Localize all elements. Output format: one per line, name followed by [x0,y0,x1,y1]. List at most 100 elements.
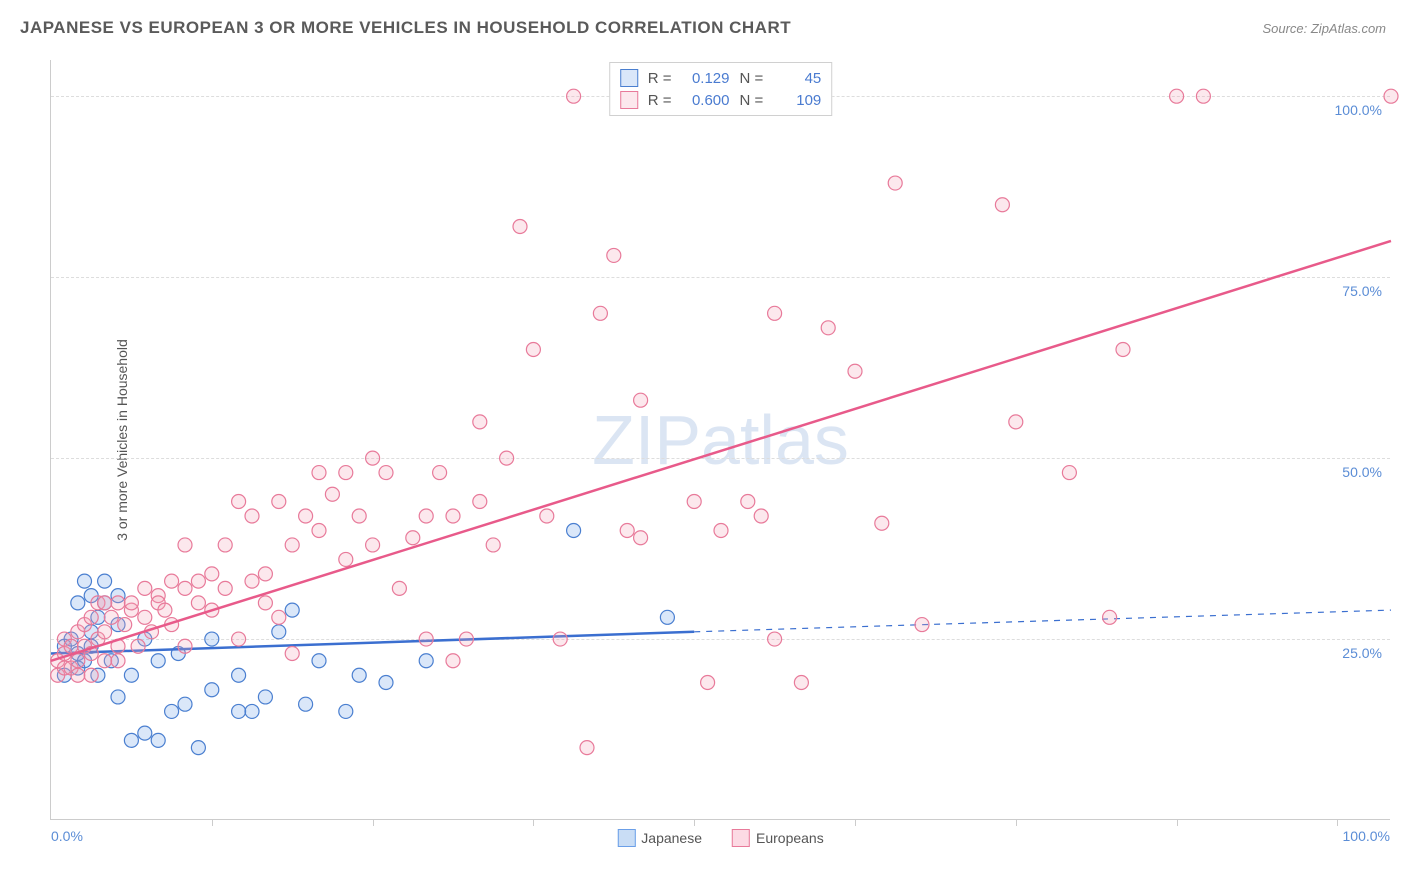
scatter-point-japanese [78,574,92,588]
stat-r-value: 0.600 [678,92,730,109]
scatter-point-japanese [191,741,205,755]
scatter-point-europeans [821,321,835,335]
scatter-point-europeans [258,567,272,581]
scatter-point-japanese [352,668,366,682]
scatter-point-europeans [406,531,420,545]
scatter-point-europeans [620,523,634,537]
scatter-point-japanese [124,668,138,682]
x-tick [1016,819,1017,826]
scatter-point-japanese [285,603,299,617]
scatter-point-europeans [218,581,232,595]
scatter-point-japanese [312,654,326,668]
scatter-point-europeans [111,654,125,668]
x-tick [212,819,213,826]
scatter-point-europeans [634,393,648,407]
scatter-point-europeans [1384,89,1398,103]
scatter-point-europeans [98,596,112,610]
scatter-point-europeans [995,198,1009,212]
scatter-point-europeans [64,639,78,653]
stat-n-label: N = [740,70,764,87]
x-tick [694,819,695,826]
scatter-point-europeans [178,639,192,653]
scatter-point-europeans [768,632,782,646]
scatter-point-europeans [379,466,393,480]
scatter-point-europeans [245,509,259,523]
scatter-point-europeans [312,523,326,537]
scatter-point-europeans [118,618,132,632]
scatter-point-japanese [151,654,165,668]
scatter-point-japanese [567,523,581,537]
scatter-point-europeans [446,509,460,523]
legend-item: Europeans [732,829,824,847]
scatter-point-europeans [339,552,353,566]
scatter-point-europeans [352,509,366,523]
scatter-point-europeans [607,248,621,262]
scatter-point-europeans [98,654,112,668]
scatter-point-europeans [473,415,487,429]
scatter-point-europeans [500,451,514,465]
scatter-point-europeans [1103,610,1117,624]
scatter-point-europeans [258,596,272,610]
scatter-point-europeans [158,603,172,617]
legend-swatch [732,829,750,847]
scatter-point-europeans [687,495,701,509]
x-axis-max-label: 100.0% [1343,828,1390,844]
scatter-point-europeans [701,675,715,689]
scatter-point-europeans [567,89,581,103]
scatter-point-europeans [794,675,808,689]
scatter-point-europeans [245,574,259,588]
scatter-point-europeans [285,647,299,661]
stat-r-value: 0.129 [678,70,730,87]
legend-item: Japanese [617,829,702,847]
x-tick [373,819,374,826]
scatter-point-japanese [419,654,433,668]
scatter-point-europeans [888,176,902,190]
scatter-point-europeans [191,574,205,588]
stats-legend-box: R =0.129N =45R =0.600N =109 [609,62,833,116]
legend-swatch-europeans [620,91,638,109]
scatter-point-europeans [325,487,339,501]
scatter-point-europeans [191,596,205,610]
scatter-point-europeans [768,306,782,320]
scatter-point-europeans [1196,89,1210,103]
scatter-point-japanese [71,596,85,610]
scatter-point-europeans [540,509,554,523]
bottom-legend: Japanese Europeans [617,829,823,847]
scatter-point-europeans [433,466,447,480]
scatter-point-japanese [205,632,219,646]
scatter-point-europeans [526,343,540,357]
scatter-point-europeans [165,574,179,588]
stat-r-label: R = [648,92,672,109]
scatter-point-japanese [111,690,125,704]
scatter-point-europeans [131,639,145,653]
stats-row-europeans: R =0.600N =109 [620,89,822,111]
stat-r-label: R = [648,70,672,87]
scatter-point-europeans [419,509,433,523]
scatter-point-europeans [593,306,607,320]
scatter-point-japanese [660,610,674,624]
scatter-point-japanese [165,704,179,718]
chart-title: JAPANESE VS EUROPEAN 3 OR MORE VEHICLES … [20,18,791,38]
chart-header: JAPANESE VS EUROPEAN 3 OR MORE VEHICLES … [20,18,1386,38]
scatter-point-europeans [232,495,246,509]
legend-label: Japanese [641,830,702,846]
scatter-point-europeans [580,741,594,755]
scatter-point-europeans [178,581,192,595]
scatter-point-europeans [272,495,286,509]
stat-n-value: 109 [769,92,821,109]
scatter-point-europeans [915,618,929,632]
scatter-point-japanese [98,574,112,588]
scatter-point-japanese [245,704,259,718]
chart-source: Source: ZipAtlas.com [1262,21,1386,36]
scatter-point-europeans [553,632,567,646]
scatter-point-europeans [98,625,112,639]
scatter-point-europeans [218,538,232,552]
scatter-point-europeans [84,610,98,624]
scatter-point-japanese [232,704,246,718]
scatter-point-japanese [299,697,313,711]
scatter-point-europeans [272,610,286,624]
scatter-point-europeans [84,668,98,682]
x-tick [855,819,856,826]
scatter-point-europeans [459,632,473,646]
scatter-point-europeans [366,451,380,465]
